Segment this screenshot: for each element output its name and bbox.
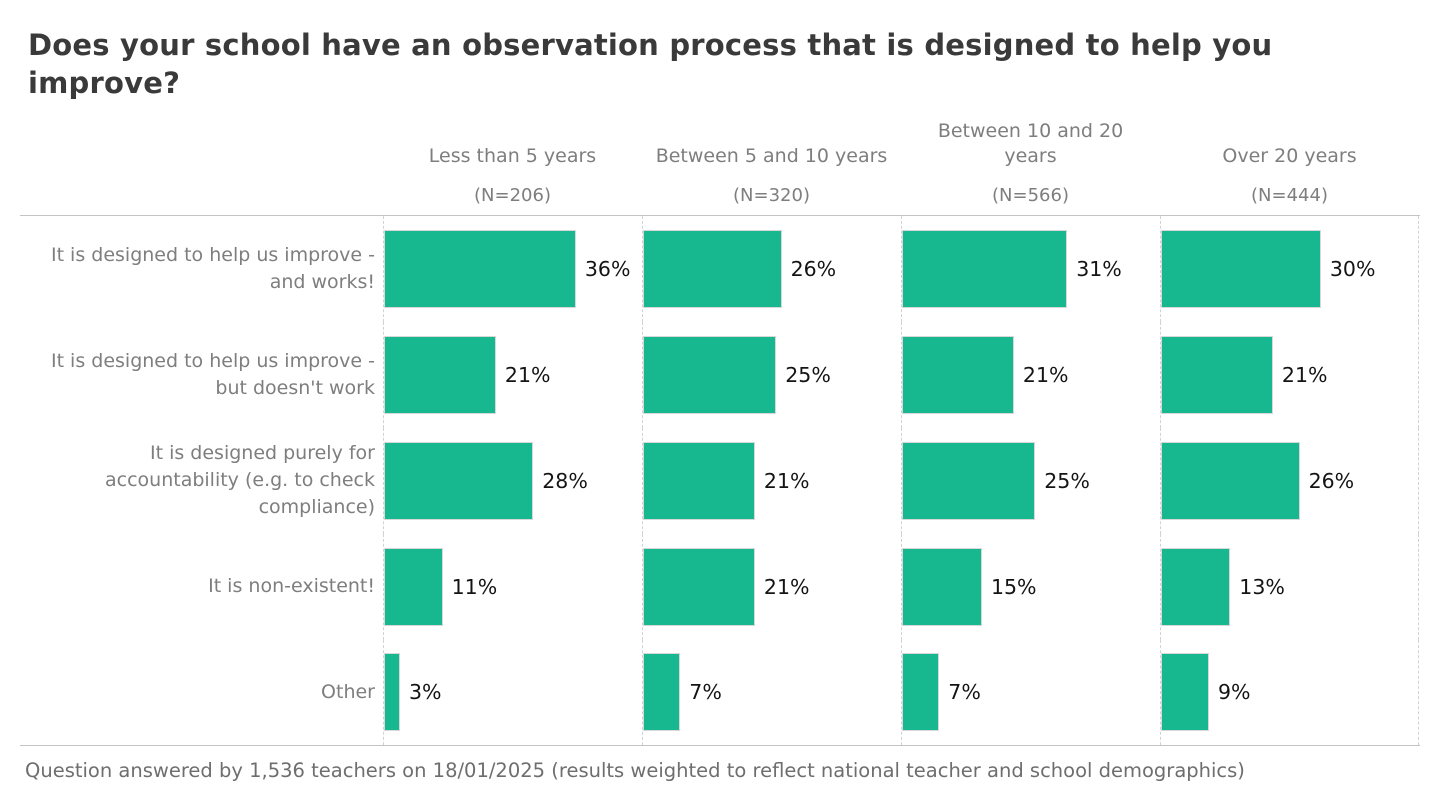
chart-row-1: It is designed to help us improve - but … <box>20 321 1420 428</box>
bar <box>384 547 443 626</box>
bar-cell-row3-col0: 11% <box>383 533 642 640</box>
column-header-3: Over 20 years (N=444) <box>1160 144 1419 215</box>
grouped-bar-chart: Less than 5 years (N=206) Between 5 and 10… <box>20 119 1420 746</box>
column-header-label: Between 5 and 10 years <box>655 145 888 168</box>
chart-row-4: Other 3% 7% 7% 9% <box>20 639 1420 746</box>
bar-value-label: 25% <box>785 362 831 387</box>
bar-value-label: 15% <box>990 574 1037 599</box>
column-header-1: Between 5 and 10 years (N=320) <box>642 144 901 215</box>
row-label: It is designed to help us improve - but … <box>50 349 375 399</box>
bar-value-label: 7% <box>948 680 981 705</box>
bar-cell-row2-col2: 25% <box>901 427 1160 534</box>
bar <box>384 653 400 732</box>
column-header-label: Over 20 years <box>1222 145 1357 168</box>
bar-cell-row4-col0: 3% <box>383 639 642 745</box>
bar-value-label: 30% <box>1329 256 1376 281</box>
bar-value-label: 21% <box>504 362 551 387</box>
footer-note: Question answered by 1,536 teachers on 1… <box>25 758 1245 782</box>
bar-cell-row2-col1: 21% <box>642 427 901 534</box>
bar <box>902 547 982 626</box>
bar-value-label: 3% <box>408 680 442 705</box>
bar-value-label: 7% <box>689 680 722 705</box>
bar <box>902 441 1036 520</box>
chart-body: It is designed to help us improve - and … <box>20 215 1420 746</box>
bar-cell-row4-col3: 9% <box>1160 639 1419 745</box>
column-header-0: Less than 5 years (N=206) <box>383 144 642 215</box>
bar-value-label: 26% <box>790 256 837 281</box>
column-header-sample-size: (N=320) <box>733 184 810 206</box>
bar-value-label: 21% <box>763 574 810 599</box>
bar <box>643 547 755 626</box>
bar <box>1161 547 1231 626</box>
bar-cell-row1-col2: 21% <box>901 321 1160 428</box>
row-label: Other <box>321 680 375 703</box>
column-header-sample-size: (N=206) <box>474 184 551 206</box>
bar-value-label: 31% <box>1076 256 1122 281</box>
bar-cell-row0-col1: 26% <box>642 215 901 322</box>
bar <box>902 229 1068 308</box>
column-header-2: Between 10 and 20 years (N=566) <box>901 119 1160 215</box>
chart-row-3: It is non-existent! 11% 21% 15% 13% <box>20 533 1420 640</box>
bar-value-label: 28% <box>542 468 588 493</box>
bar <box>1161 229 1321 308</box>
column-header-label: Less than 5 years <box>428 145 597 168</box>
bar-value-label: 13% <box>1239 574 1285 599</box>
bar-cell-row3-col1: 21% <box>642 533 901 640</box>
chart-row-0: It is designed to help us improve - and … <box>20 215 1420 322</box>
bar <box>643 229 782 308</box>
bar-value-label: 21% <box>763 468 810 493</box>
bar <box>384 335 496 414</box>
bar-value-label: 21% <box>1022 362 1069 387</box>
bar-cell-row0-col0: 36% <box>383 215 642 322</box>
chart-title: Does your school have an observation pro… <box>28 28 1273 101</box>
bar <box>643 653 681 732</box>
bar-value-label: 26% <box>1308 468 1355 493</box>
chart-row-2: It is designed purely for accountability… <box>20 427 1420 534</box>
column-header-sample-size: (N=566) <box>992 184 1069 206</box>
bar <box>643 441 755 520</box>
bar-cell-row2-col0: 28% <box>383 427 642 534</box>
bar <box>902 335 1014 414</box>
bar-cell-row3-col3: 13% <box>1160 533 1419 640</box>
bar-cell-row1-col3: 21% <box>1160 321 1419 428</box>
column-headers: Less than 5 years (N=206) Between 5 and 10… <box>20 119 1420 216</box>
bar-cell-row2-col3: 26% <box>1160 427 1419 534</box>
bar-value-label: 21% <box>1281 362 1328 387</box>
row-label: It is non-existent! <box>208 575 375 598</box>
bar-cell-row4-col2: 7% <box>901 639 1160 745</box>
bar <box>643 335 777 414</box>
bar <box>1161 653 1209 732</box>
bar-value-label: 9% <box>1217 680 1251 705</box>
bar-cell-row0-col2: 31% <box>901 215 1160 322</box>
bar-cell-row3-col2: 15% <box>901 533 1160 640</box>
bar <box>1161 441 1300 520</box>
bar-value-label: 11% <box>451 574 498 599</box>
chart-page: Does your school have an observation pro… <box>20 28 1420 782</box>
bar-value-label: 36% <box>584 256 631 281</box>
bar-cell-row4-col1: 7% <box>642 639 901 745</box>
bar <box>902 653 940 732</box>
bar-cell-row1-col1: 25% <box>642 321 901 428</box>
bar-value-label: 25% <box>1044 468 1090 493</box>
column-header-sample-size: (N=444) <box>1251 184 1328 206</box>
bar-cell-row1-col0: 21% <box>383 321 642 428</box>
bar <box>1161 335 1273 414</box>
row-label: It is designed purely for accountability… <box>105 442 375 519</box>
row-label: It is designed to help us improve - and … <box>50 243 375 293</box>
bar-cell-row0-col3: 30% <box>1160 215 1419 322</box>
bar <box>384 441 534 520</box>
column-header-label: Between 10 and 20 years <box>937 119 1124 168</box>
bar <box>384 229 576 308</box>
